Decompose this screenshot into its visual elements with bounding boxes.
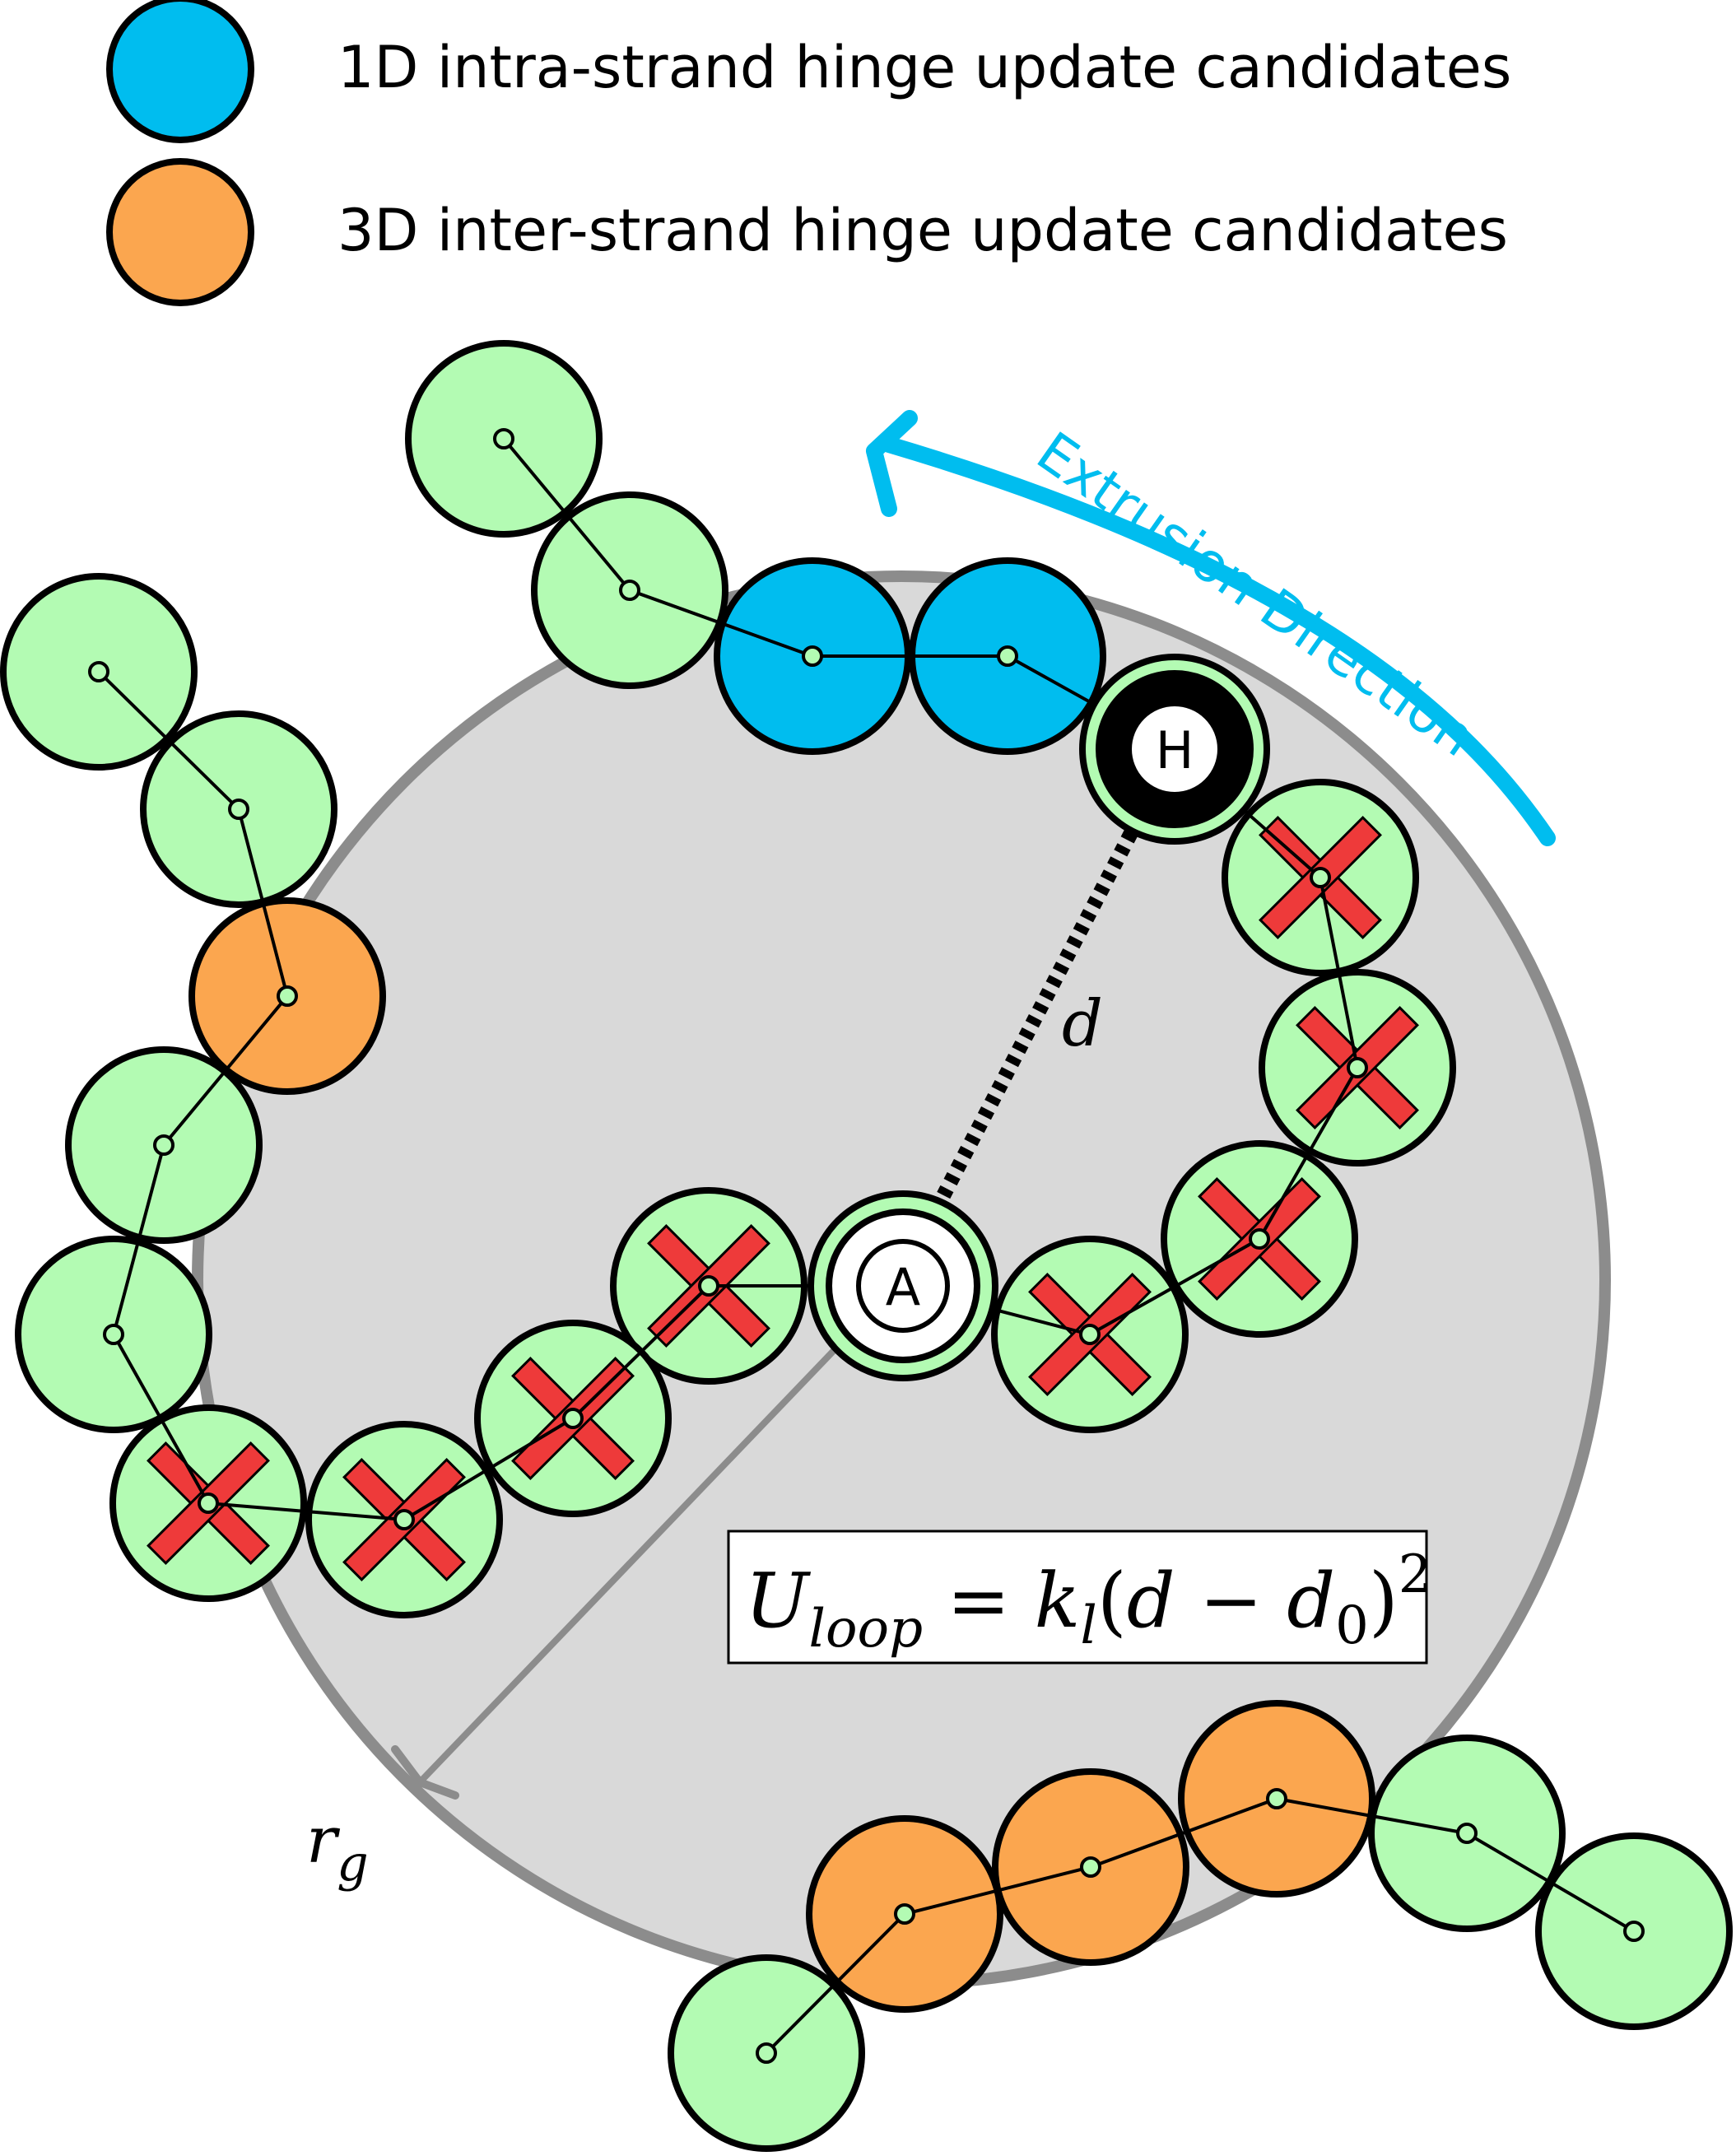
bead-center-node [1249, 1228, 1270, 1250]
bead-center-node [802, 645, 823, 667]
bead-center-node [393, 1509, 415, 1530]
radius-label: rg [306, 1804, 369, 1893]
distance-line [930, 827, 1138, 1213]
bead-center-node [493, 428, 514, 449]
bead-center-node [277, 985, 298, 1007]
distance-label: d [1062, 987, 1103, 1061]
bead-center-node [228, 799, 249, 820]
loop-strand-bond-overlay [207, 747, 1360, 1522]
extrusion-arrow-head [866, 410, 918, 517]
legend-label-1d: 1D intra-strand hinge update candidates [337, 34, 1511, 101]
bead-center-node [1623, 1921, 1645, 1942]
left-strand-bond-overlay [97, 670, 290, 1504]
bead-center-node [1079, 1324, 1101, 1345]
legend-label-3d: 3D inter-strand hinge update candidates [337, 197, 1508, 264]
hinge-ring [1129, 703, 1221, 795]
hinge-bead: H [1079, 654, 1270, 845]
legend-swatch-3d [106, 158, 254, 306]
legend-swatch-1d [106, 0, 254, 143]
anchor-label: A [886, 1257, 920, 1317]
legend: 1D intra-strand hinge update candidates … [106, 0, 1511, 306]
equation: Uloop = kl(d − d0)2 [745, 1544, 1431, 1660]
anchor-bead: A [807, 1190, 998, 1381]
loop-distance: d [930, 827, 1138, 1213]
bead-center-node [1080, 1856, 1101, 1878]
bead-centers [88, 428, 1645, 2064]
radius-arrow-line [417, 1278, 904, 1785]
bead-center-node [103, 1324, 124, 1345]
bead-center-node [1347, 1057, 1368, 1078]
radius-arrow-head [391, 1745, 459, 1800]
bead-center-node [894, 1903, 915, 1925]
bead-center-node [1310, 867, 1331, 888]
bead-center-node [153, 1134, 175, 1156]
radius-arrow: rg [306, 1278, 904, 1893]
bead-center-node [562, 1408, 584, 1429]
lower-strand-bond-overlay [765, 1796, 1636, 2055]
bead-center-node [619, 580, 640, 601]
anchor-ring [856, 1239, 950, 1333]
bead-center-node [1266, 1788, 1287, 1809]
bead-center-node [997, 645, 1018, 667]
equation-box: Uloop = kl(d − d0)2 [727, 1530, 1431, 1665]
equation-frame [727, 1530, 1428, 1665]
bead-center-node [88, 661, 109, 682]
bead-center-node [698, 1275, 719, 1297]
hinge-label: H [1156, 720, 1194, 780]
bead-center-node [1456, 1823, 1478, 1844]
bead-center-node [198, 1492, 219, 1514]
curved-arrow-icon [881, 436, 1556, 846]
bead-center-node [756, 2042, 777, 2064]
